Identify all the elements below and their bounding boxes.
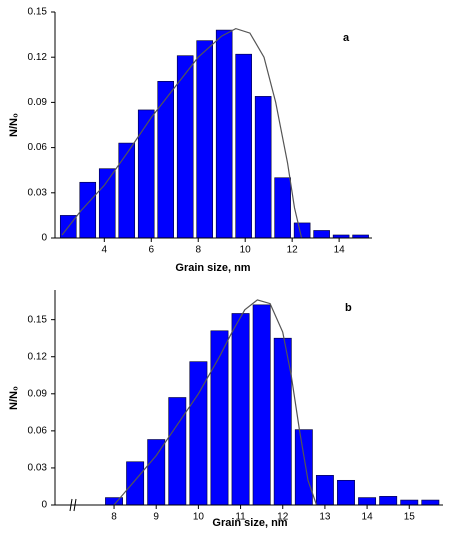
bar	[168, 397, 187, 506]
y-tick-label: 0.06	[28, 142, 48, 153]
fit-curve	[113, 299, 318, 506]
bar	[254, 96, 272, 239]
x-tick-label: 8	[111, 512, 117, 523]
y-tick-label: 0.03	[28, 187, 48, 198]
x-tick-label: 15	[404, 512, 416, 523]
panel-label: a	[343, 32, 350, 44]
bar	[126, 461, 145, 506]
fit-curve	[61, 27, 303, 239]
x-tick-label: 9	[153, 512, 159, 523]
bar	[315, 475, 334, 506]
x-tick-label: 12	[287, 245, 299, 256]
x-tick-label: 10	[240, 245, 252, 256]
bar	[137, 109, 155, 239]
x-tick-label: 13	[319, 512, 331, 523]
y-axis-label: N/N₀	[8, 113, 20, 137]
bar	[235, 53, 252, 239]
bar	[294, 429, 313, 506]
y-tick-label: 0.03	[28, 463, 48, 474]
y-tick-label: 0	[41, 233, 47, 244]
y-tick-label: 0.09	[28, 388, 48, 399]
bar	[176, 55, 194, 239]
bar	[252, 304, 271, 506]
y-tick-label: 0.15	[28, 7, 48, 18]
bar	[274, 177, 291, 239]
bar	[157, 81, 175, 239]
y-tick-label: 0.12	[28, 351, 48, 362]
x-axis-label: Grain size, nm	[175, 262, 250, 274]
x-tick-label: 4	[102, 245, 108, 256]
bar	[293, 222, 311, 239]
x-tick-label: 10	[193, 512, 205, 523]
bar	[337, 479, 355, 506]
y-tick-label: 0.09	[28, 97, 48, 108]
x-axis-label: Grain size, nm	[212, 517, 287, 529]
bar	[421, 499, 440, 506]
bar	[313, 230, 330, 239]
y-tick-label: 0.12	[28, 52, 48, 63]
y-tick-label: 0.06	[28, 426, 48, 437]
bar	[196, 40, 213, 239]
bar	[147, 439, 166, 506]
y-tick-label: 0.15	[28, 314, 48, 325]
x-tick-label: 14	[362, 512, 374, 523]
x-tick-label: 11	[235, 512, 246, 523]
bar	[379, 496, 398, 506]
panel-label: b	[345, 302, 352, 314]
bar	[358, 497, 377, 506]
bar	[118, 142, 136, 239]
y-tick-label: 0	[41, 500, 47, 511]
bar	[98, 168, 116, 239]
bar	[231, 313, 250, 506]
x-tick-label: 6	[148, 245, 154, 256]
bar	[400, 499, 419, 506]
x-tick-label: 12	[277, 512, 289, 523]
x-tick-label: 14	[334, 245, 346, 256]
bar	[215, 29, 233, 239]
x-tick-label: 8	[195, 245, 201, 256]
y-axis-label: N/N₀	[8, 386, 20, 410]
